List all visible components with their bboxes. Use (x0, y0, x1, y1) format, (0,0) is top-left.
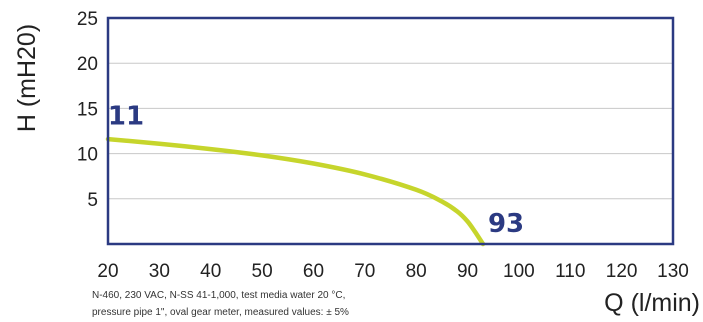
y-tick-labels: 5 10 15 20 25 (77, 9, 98, 211)
x-tick-label: 70 (354, 261, 375, 282)
plot-frame (106, 16, 675, 246)
y-tick-label: 5 (87, 190, 98, 211)
x-tick-label: 120 (606, 261, 638, 282)
x-tick-label: 50 (252, 261, 273, 282)
curve-annotation-11: 11 (108, 102, 144, 132)
annotations: 11 93 (108, 102, 524, 240)
x-tick-label: 110 (555, 261, 585, 282)
grid-lines (108, 62, 673, 200)
y-axis-title: H (mH20) (13, 24, 41, 132)
x-tick-label: 60 (303, 261, 324, 282)
y-tick-label: 25 (77, 9, 98, 30)
footnote-line-2: pressure pipe 1", oval gear meter, measu… (92, 307, 349, 318)
y-tick-label: 20 (77, 54, 98, 75)
x-axis-title: Q (l/min) (604, 289, 700, 317)
x-tick-label: 130 (657, 261, 689, 282)
performance-curve-line (105, 136, 486, 247)
x-tick-labels: 20 30 40 50 60 70 80 90 100 110 120 130 (97, 261, 688, 282)
curve-annotation-93: 93 (488, 209, 524, 239)
series-layer (105, 136, 486, 247)
x-tick-label: 80 (406, 261, 427, 282)
footnote-line-1: N-460, 230 VAC, N-SS 41-1,000, test medi… (92, 290, 345, 301)
y-tick-label: 10 (77, 145, 98, 166)
y-tick-label: 15 (77, 99, 98, 120)
x-tick-label: 40 (200, 261, 221, 282)
x-tick-label: 90 (457, 261, 478, 282)
x-tick-label: 100 (503, 261, 535, 282)
x-tick-label: 20 (97, 261, 118, 282)
x-tick-label: 30 (149, 261, 170, 282)
